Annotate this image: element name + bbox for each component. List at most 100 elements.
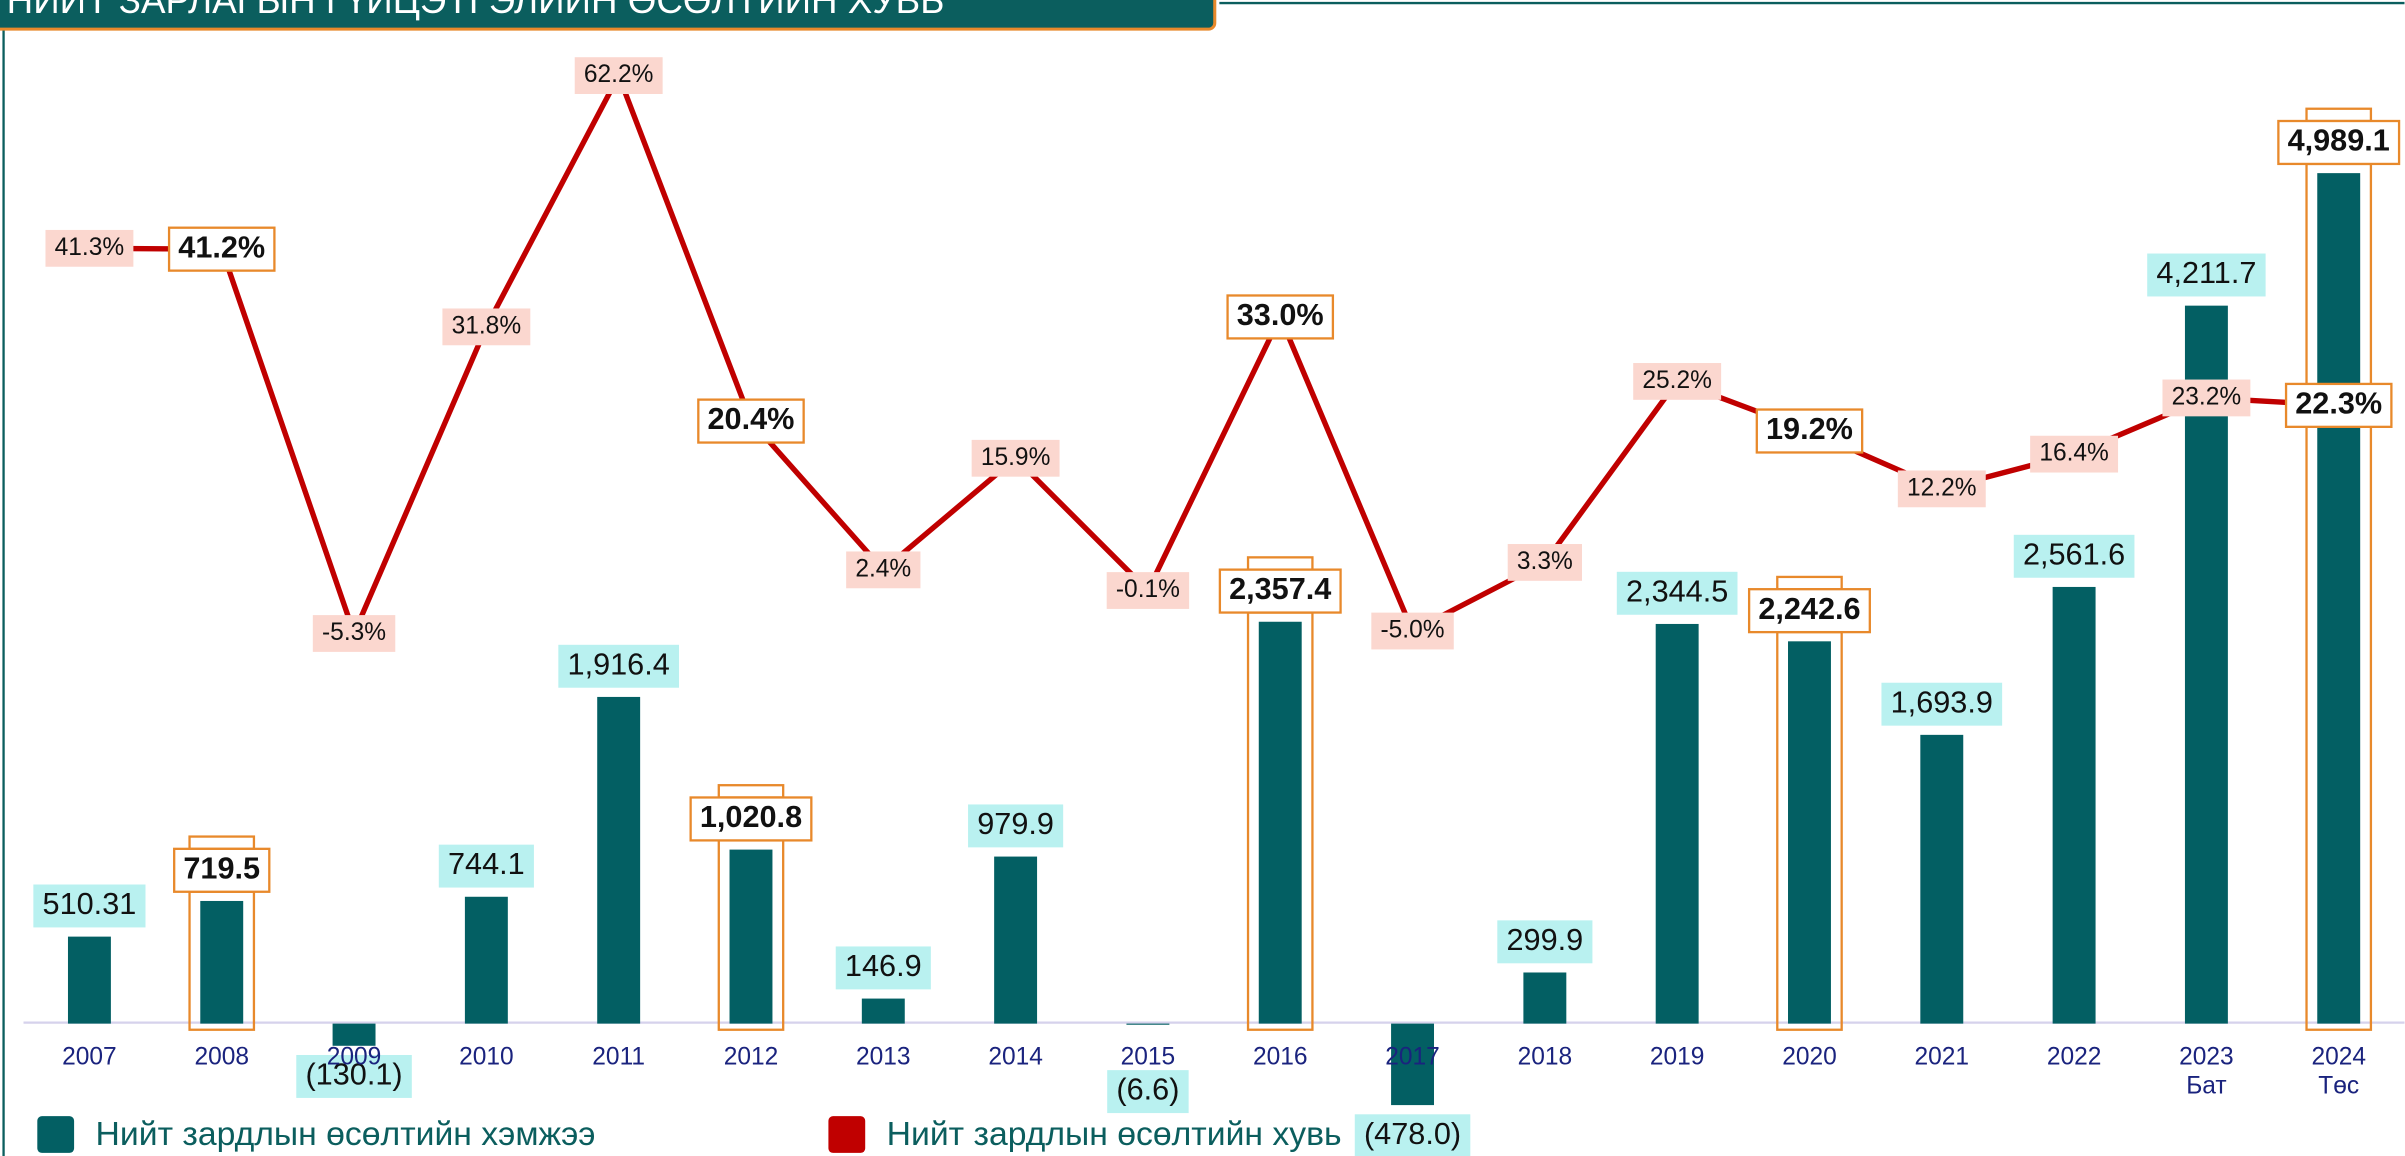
label-box	[1747, 588, 1871, 634]
title-box	[0, 0, 1217, 31]
data-label: 719.5	[183, 851, 260, 885]
x-tick-label: 2022	[2047, 1043, 2102, 1070]
data-label: 1,916.4	[568, 647, 670, 681]
highlight-tab	[1246, 556, 1314, 571]
label-box	[971, 439, 1060, 477]
data-label: (6.6)	[1116, 1073, 1179, 1107]
chart-title: НИЙТ ЗАРЛАГЫН ГҮЙЦЭТГЭЛИЙН ӨСӨЛТИЙН ХУВЬ	[7, 0, 945, 21]
data-label: 1,020.8	[700, 800, 802, 834]
data-label: 744.1	[448, 847, 525, 881]
x-tick-label: 2023	[2179, 1043, 2234, 1070]
highlight-tab	[1776, 575, 1843, 591]
x-tick-label: 2013	[856, 1043, 911, 1070]
data-label: 299.9	[1506, 923, 1583, 957]
bar	[2184, 305, 2228, 1024]
x-tick-label: 2012	[724, 1043, 779, 1070]
data-label: 62.2%	[584, 61, 654, 88]
label-box	[846, 551, 921, 589]
label-box	[167, 226, 276, 272]
x-tick-label: 2008	[194, 1043, 249, 1070]
data-label: 1,693.9	[1891, 685, 1993, 719]
label-box	[438, 844, 534, 888]
data-label: 2,242.6	[1758, 592, 1860, 626]
data-label: 979.9	[977, 807, 1054, 841]
label-box	[2284, 382, 2393, 428]
data-label: 510.31	[43, 887, 137, 921]
bar	[729, 849, 773, 1024]
label-box	[835, 946, 931, 990]
bar	[200, 900, 244, 1024]
label-box	[2277, 119, 2401, 166]
data-label: 25.2%	[1642, 367, 1712, 394]
x-tick-label: 2018	[1518, 1043, 1573, 1070]
data-label: 12.2%	[1907, 474, 1977, 501]
label-box	[558, 644, 680, 688]
data-label: 16.4%	[2039, 440, 2109, 467]
bar	[994, 856, 1038, 1024]
label-box	[2013, 534, 2135, 578]
data-label: 41.3%	[55, 234, 125, 261]
label-box	[1218, 568, 1342, 614]
label-box	[1226, 294, 1335, 340]
legend-label: Нийт зардлын өсөлтийн хувь	[887, 1115, 1342, 1153]
label-box	[968, 804, 1064, 848]
label-box	[1616, 571, 1738, 615]
x-tick-label: 2024	[2311, 1043, 2366, 1070]
label-box	[1897, 470, 1986, 508]
label-box	[1507, 544, 1582, 581]
data-label: 2,357.4	[1229, 572, 1331, 606]
data-label: 146.9	[845, 949, 922, 983]
line	[89, 72, 2339, 637]
data-label: 23.2%	[2172, 383, 2242, 410]
x-tick-label: 2017	[1385, 1043, 1440, 1070]
data-label: (130.1)	[305, 1058, 402, 1092]
x-tick-sublabel: Бат	[2186, 1072, 2226, 1099]
data-label: 3.3%	[1517, 548, 1573, 575]
x-tick-label: 2019	[1650, 1043, 1705, 1070]
data-label: 33.0%	[1237, 298, 1324, 332]
bar	[1126, 1023, 1170, 1025]
data-label: 2,561.6	[2023, 537, 2125, 571]
data-label: -5.3%	[322, 619, 386, 646]
label-box	[1371, 612, 1454, 650]
legend-swatch	[37, 1116, 75, 1153]
data-label: 2,344.5	[1626, 574, 1728, 608]
x-tick-label: 2015	[1121, 1043, 1176, 1070]
x-tick-label: 2009	[327, 1043, 382, 1070]
labels: 510.31 719.5 (130.1) 744.1 1,916.4 1,020.8 146…	[33, 57, 2401, 1156]
label-box	[1106, 572, 1190, 609]
highlight-tab	[717, 784, 785, 799]
x-tick-label: 2021	[1915, 1043, 1970, 1070]
label-box	[45, 229, 134, 267]
bar	[2052, 586, 2096, 1024]
data-label: 19.2%	[1766, 412, 1853, 446]
line-layer	[89, 72, 2339, 637]
bars	[67, 107, 2373, 1106]
data-label: (478.0)	[1364, 1117, 1461, 1151]
bar	[1523, 972, 1567, 1024]
label-box	[1354, 1114, 1471, 1156]
label-box	[574, 57, 663, 95]
data-label: 41.2%	[178, 230, 265, 264]
label-box	[1881, 682, 2003, 726]
x-tick-label: 2010	[459, 1043, 514, 1070]
x-tick-label: 2020	[1782, 1043, 1837, 1070]
label-box	[1755, 408, 1864, 454]
bar	[1920, 734, 1964, 1024]
bar	[597, 696, 641, 1024]
label-box	[442, 308, 531, 346]
bar	[464, 896, 508, 1024]
bar	[1258, 621, 1302, 1024]
data-label: 2.4%	[855, 555, 911, 582]
label-box	[1107, 1070, 1189, 1114]
data-label: 22.3%	[2295, 386, 2382, 420]
label-box	[1497, 920, 1593, 964]
data-label: 31.8%	[452, 312, 522, 339]
label-box	[689, 796, 813, 842]
label-box	[33, 884, 146, 928]
x-tick-label: 2007	[62, 1043, 117, 1070]
legend-swatch	[828, 1116, 866, 1153]
bar	[861, 998, 905, 1024]
bar	[2317, 173, 2361, 1024]
